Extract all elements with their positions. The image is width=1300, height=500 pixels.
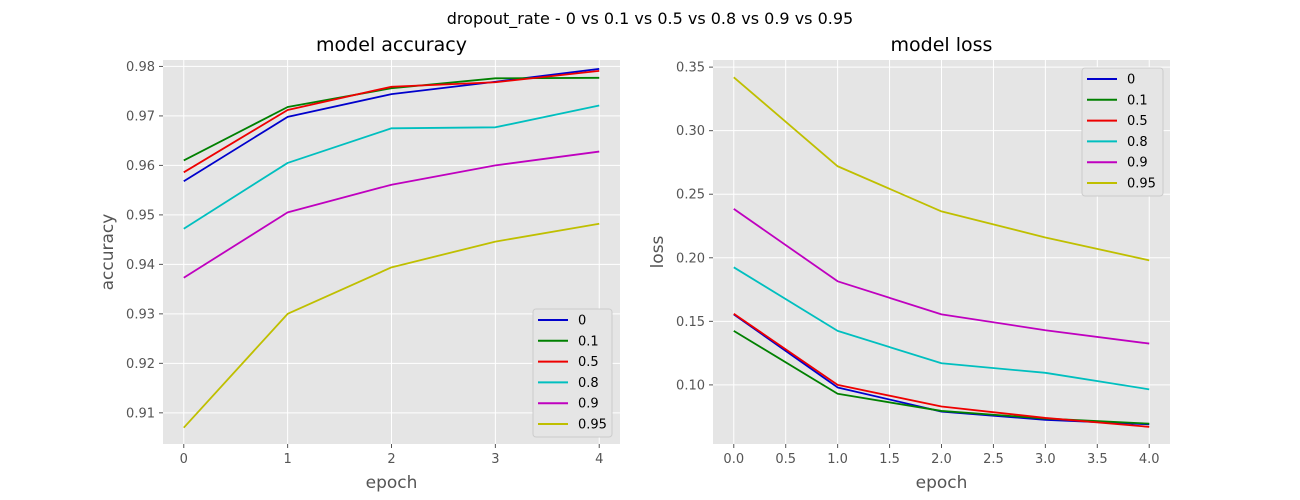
accuracy-x-tick-label: 4: [595, 452, 603, 467]
accuracy-x-tick-label: 0: [180, 452, 188, 467]
accuracy-x-tick-label: 3: [491, 452, 499, 467]
accuracy-legend-label: 0.8: [578, 376, 599, 391]
loss-y-tick-label: 0.20: [676, 251, 705, 266]
loss-y-tick-label: 0.30: [676, 124, 705, 139]
loss-x-tick-label: 2.0: [931, 452, 952, 467]
loss-legend-label: 0.5: [1127, 114, 1148, 129]
accuracy-legend-label: 0: [578, 314, 586, 329]
accuracy-y-tick-label: 0.95: [126, 208, 155, 223]
accuracy-y-tick-label: 0.91: [126, 406, 155, 421]
loss-x-tick-label: 2.5: [983, 452, 1004, 467]
loss-legend-label: 0.1: [1127, 93, 1148, 108]
loss-x-tick-label: 3.5: [1087, 452, 1108, 467]
loss-x-tick-label: 0.0: [723, 452, 744, 467]
loss-y-axis-label: loss: [648, 235, 668, 268]
accuracy-y-tick-label: 0.96: [126, 159, 155, 174]
accuracy-legend-label: 0.9: [578, 397, 599, 412]
accuracy-series-0_9: [183, 150, 600, 279]
accuracy-plot: 0.91 0.92 0.93 0.94 0.95 0.96 0.97 0.98 0 1 2 3 4 mod…: [98, 34, 620, 493]
loss-legend: 0 0.1 0.5 0.8 0.9 0.95: [1081, 67, 1164, 197]
accuracy-y-axis-label: accuracy: [98, 214, 118, 291]
loss-legend-label: 0.9: [1127, 156, 1148, 171]
accuracy-legend: 0 0.1 0.5 0.8 0.9 0.95: [532, 308, 613, 438]
loss-series-0_8: [733, 266, 1150, 391]
loss-series-0_9: [733, 208, 1150, 345]
loss-x-tick-label: 1.5: [879, 452, 900, 467]
loss-legend-label: 0: [1127, 73, 1135, 88]
accuracy-y-tick-label: 0.98: [126, 60, 155, 75]
loss-x-tick-label: 1.0: [827, 452, 848, 467]
loss-y-tick-label: 0.35: [676, 61, 705, 76]
loss-legend-label: 0.8: [1127, 135, 1148, 150]
accuracy-x-tick-label: 2: [387, 452, 395, 467]
loss-plot: 0.100.150.200.250.300.350.0 0.5 1.0 1.5 2.0 2…: [648, 34, 1170, 493]
accuracy-y-tick-label: 0.97: [126, 109, 155, 124]
loss-x-tick-label: 3.0: [1035, 452, 1056, 467]
accuracy-y-tick-label: 0.94: [126, 258, 155, 273]
loss-x-axis-label: epoch: [916, 473, 968, 493]
accuracy-y-tick-label: 0.93: [126, 307, 155, 322]
accuracy-legend-label: 0.1: [578, 334, 599, 349]
accuracy-series-0_95: [183, 222, 600, 429]
accuracy-series-0_8: [183, 104, 600, 230]
accuracy-y-tick-label: 0.92: [126, 357, 155, 372]
accuracy-series-0_5: [183, 69, 600, 174]
accuracy-x-axis-label: epoch: [366, 473, 418, 493]
loss-legend-label: 0.95: [1127, 177, 1156, 192]
accuracy-legend-label: 0.5: [578, 355, 599, 370]
loss-title: model loss: [891, 34, 993, 56]
accuracy-legend-label: 0.95: [578, 418, 607, 433]
loss-y-tick-label: 0.15: [676, 315, 705, 330]
accuracy-title: model accuracy: [316, 34, 467, 56]
loss-x-tick-label: 0.5: [775, 452, 796, 467]
loss-x-tick-label: 4.0: [1139, 452, 1160, 467]
figure-suptitle: dropout_rate - 0 vs 0.1 vs 0.5 vs 0.8 vs…: [447, 9, 853, 29]
loss-series-0_5: [733, 312, 1150, 428]
loss-series-0_95: [733, 76, 1150, 262]
loss-y-tick-label: 0.10: [676, 378, 705, 393]
loss-y-tick-label: 0.25: [676, 188, 705, 203]
accuracy-x-tick-label: 1: [283, 452, 291, 467]
